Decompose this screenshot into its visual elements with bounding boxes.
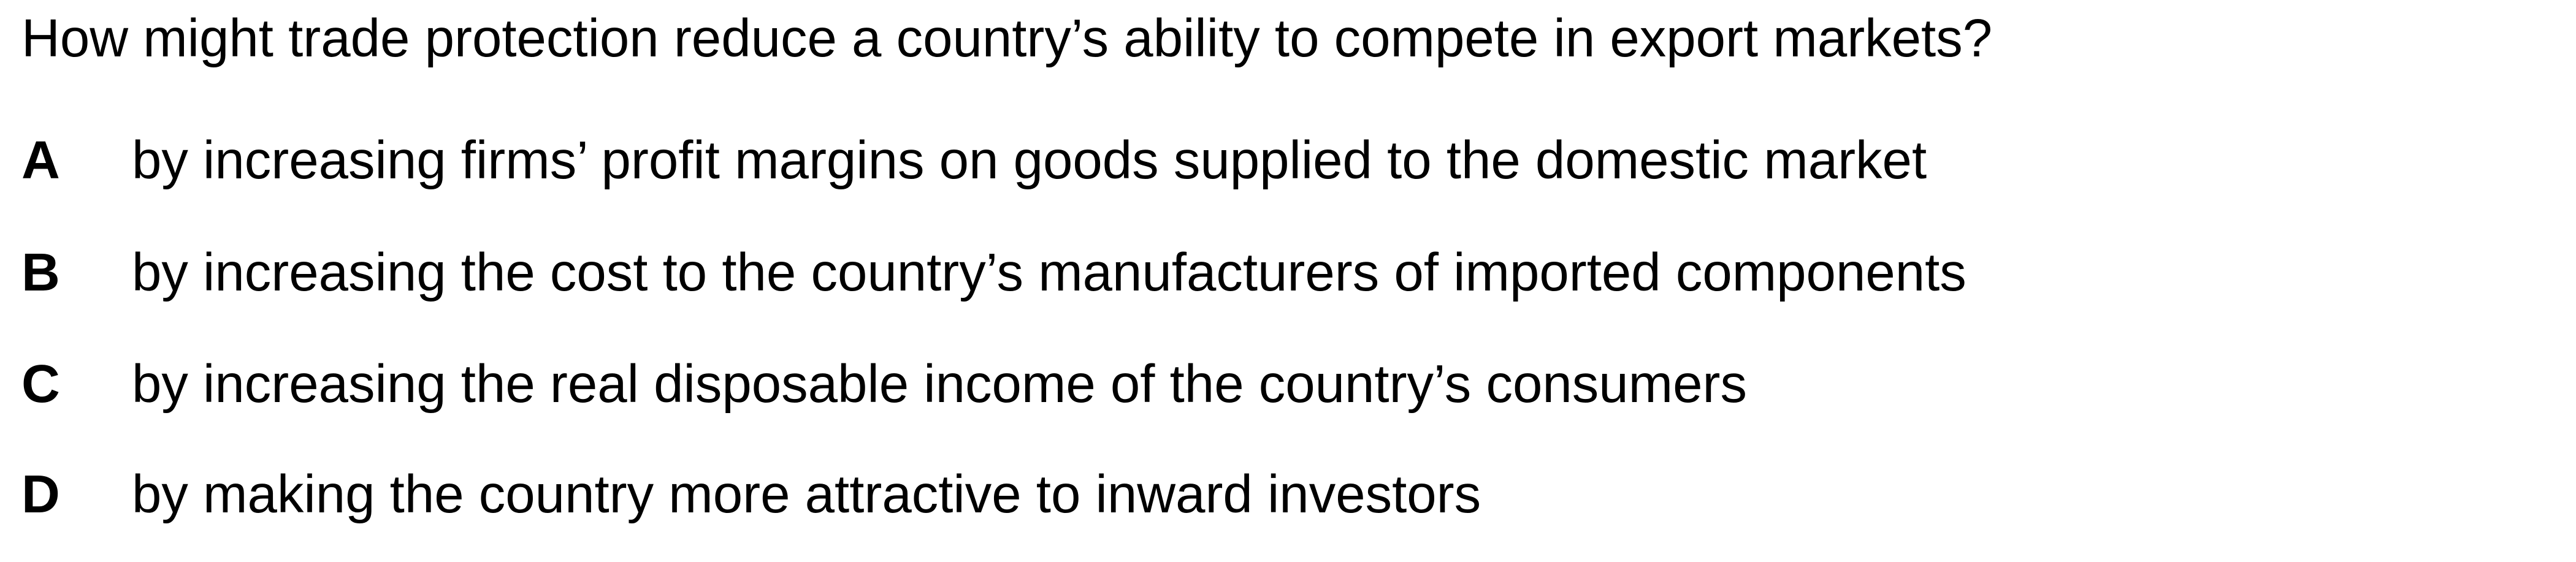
option-text: by increasing firms’ profit margins on g…: [132, 131, 1927, 190]
option-letter: D: [21, 465, 60, 524]
option-letter: A: [21, 131, 60, 190]
option-text: by increasing the real disposable income…: [132, 354, 1747, 414]
option-letter: C: [21, 354, 60, 414]
question-text: How might trade protection reduce a coun…: [21, 9, 1993, 68]
option-text: by making the country more attractive to…: [132, 465, 1481, 524]
option-text: by increasing the cost to the country’s …: [132, 243, 1966, 302]
option-letter: B: [21, 243, 60, 302]
